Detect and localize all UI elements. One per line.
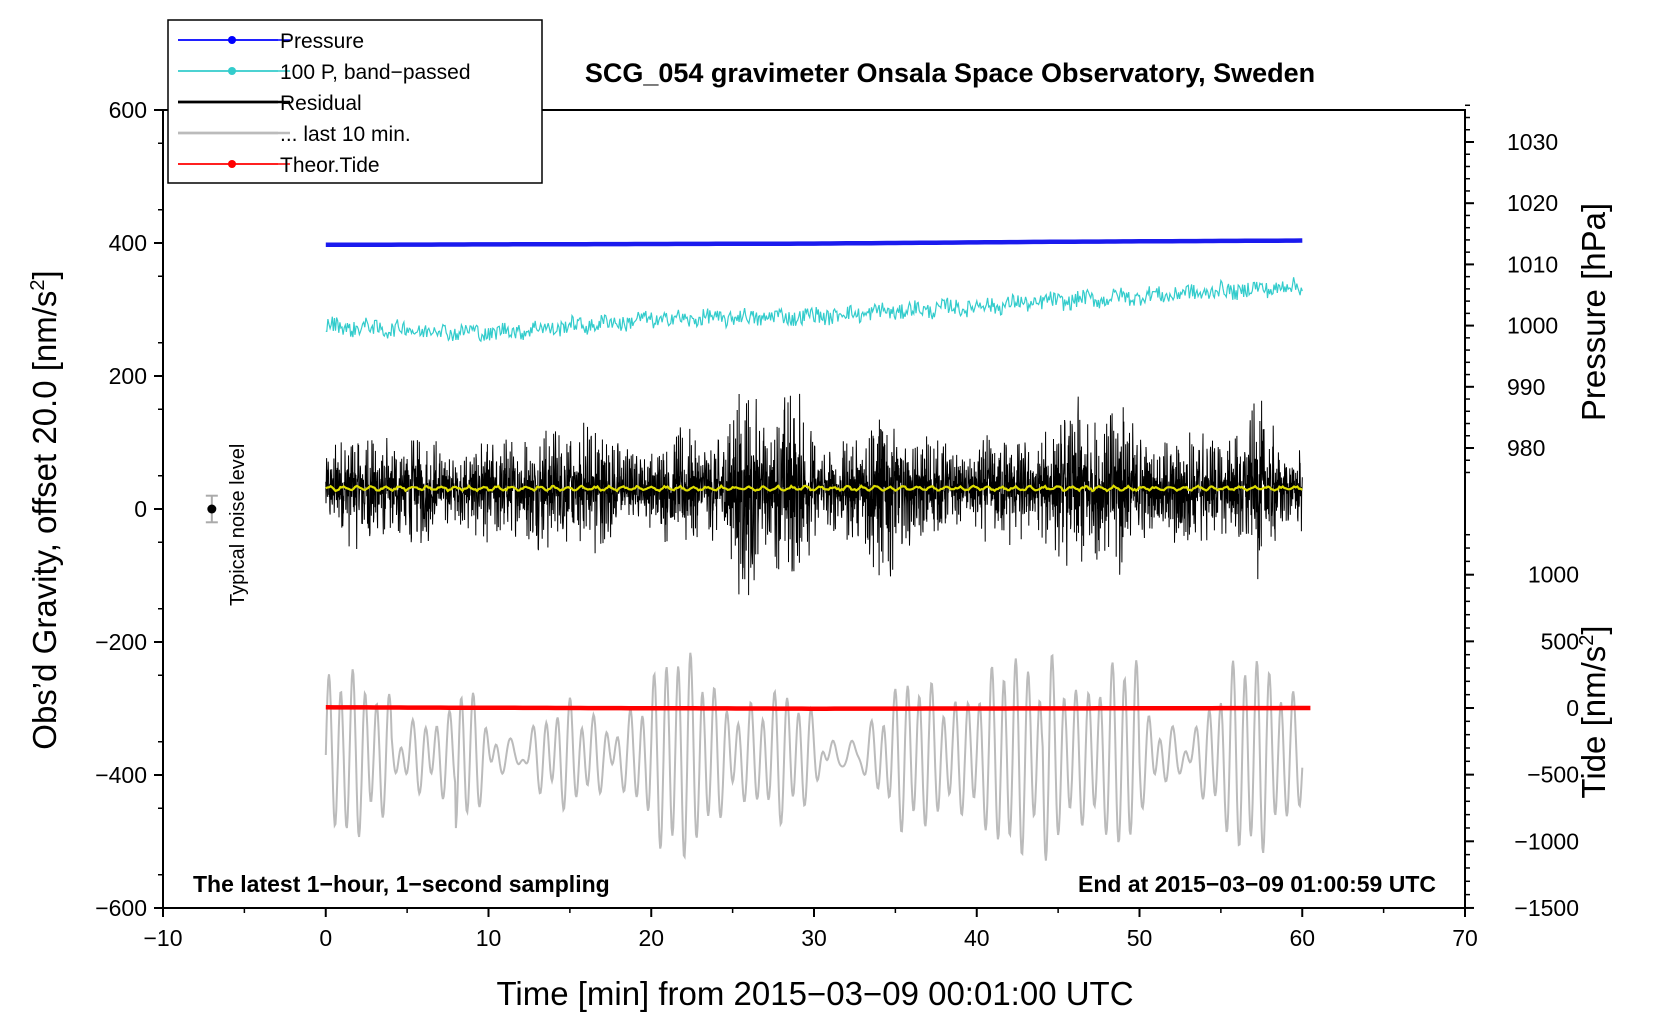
pressure-tick-label: 1020 (1507, 190, 1558, 216)
tide-tick-label: −500 (1527, 762, 1579, 788)
legend-label: ... last 10 min. (280, 123, 411, 146)
legend-label: Residual (280, 92, 362, 115)
noise-marker-point (207, 504, 217, 514)
plot-area (205, 238, 1311, 861)
pressure-tick-label: 1030 (1507, 129, 1558, 155)
tide-axis-title-end: ] (1575, 625, 1612, 634)
y-left-axis-title: Obs’d Gravity, offset 20.0 [nm/s2] (26, 270, 63, 749)
x-axis-title: Time [min] from 2015−03−09 00:01:00 UTC (496, 975, 1133, 1012)
y-left-tick-label: −400 (95, 762, 147, 788)
pressure-tick-label: 1010 (1507, 251, 1558, 277)
series-residual-line (325, 393, 1303, 596)
legend: Pressure 100 P, band−passed Residual ... la… (167, 19, 543, 184)
x-tick-label: 40 (964, 925, 990, 951)
pressure-tick-label: 980 (1507, 435, 1545, 461)
text-layer: Typical noise level SCG_054 gravimeter On… (26, 58, 1612, 1012)
y-left-tick-label: −600 (95, 895, 147, 921)
y-left-axis-title-end: ] (26, 270, 63, 279)
annotation-sampling: The latest 1−hour, 1−second sampling (193, 871, 610, 897)
tide-axis-title: Tide [nm/s2] (1575, 625, 1612, 798)
chart-title: SCG_054 gravimeter Onsala Space Observat… (585, 58, 1315, 88)
series-pressure-line (325, 238, 1303, 248)
x-tick-label: 30 (801, 925, 827, 951)
tide-tick-label: −1500 (1514, 895, 1579, 921)
series-last-10-min-line (324, 652, 1304, 861)
x-tick-label: 50 (1127, 925, 1153, 951)
legend-label: 100 P, band−passed (280, 61, 471, 84)
tide-tick-label: −1000 (1514, 828, 1579, 854)
y-left-tick-label: 600 (109, 97, 147, 123)
legend-label: Theor.Tide (280, 154, 380, 177)
noise-label: Typical noise level (227, 444, 249, 606)
y-left-tick-label: 400 (109, 230, 147, 256)
x-tick-label: 70 (1452, 925, 1478, 951)
series-band-passed-line (325, 277, 1303, 343)
axes: −10 0 10 20 30 40 50 60 706004002000−200−400−600… (95, 97, 1579, 951)
series-theor-tide-line (325, 705, 1311, 711)
y-left-tick-label: 0 (134, 496, 147, 522)
annotation-end-time: End at 2015−03−09 01:00:59 UTC (1078, 871, 1436, 897)
tide-tick-label: 0 (1566, 695, 1579, 721)
legend-label: Pressure (280, 30, 364, 53)
pressure-tick-label: 1000 (1507, 313, 1558, 339)
y-left-axis-title-sup: 2 (27, 279, 49, 290)
y-left-tick-label: 200 (109, 363, 147, 389)
y-left-tick-label: −200 (95, 629, 147, 655)
x-tick-label: 20 (638, 925, 664, 951)
tide-axis-title-main: Tide [nm/s (1575, 646, 1612, 799)
x-tick-label: 10 (476, 925, 502, 951)
series-residual-smoothed-line (325, 483, 1303, 493)
pressure-tick-label: 990 (1507, 374, 1545, 400)
tide-tick-label: 500 (1541, 628, 1579, 654)
legend-marker (228, 160, 236, 168)
x-tick-label: −10 (143, 925, 182, 951)
pressure-axis-title: Pressure [hPa] (1575, 203, 1612, 421)
tide-axis-title-sup: 2 (1576, 635, 1598, 646)
x-tick-label: 60 (1289, 925, 1315, 951)
x-tick-label: 0 (319, 925, 332, 951)
legend-marker (228, 67, 236, 75)
y-left-axis-title-main: Obs’d Gravity, offset 20.0 [nm/s (26, 291, 63, 750)
legend-marker (228, 36, 236, 44)
tide-tick-label: 1000 (1528, 562, 1579, 588)
